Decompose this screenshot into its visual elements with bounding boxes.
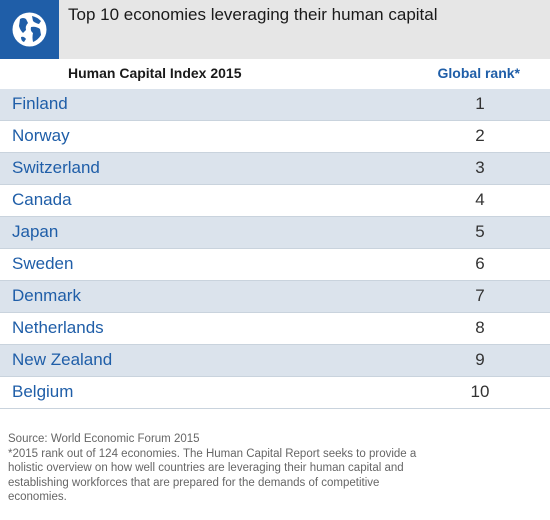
ranking-table: Finland 1 Norway 2 Switzerland 3 Canada 4 Japan 5…: [0, 89, 550, 409]
table-row: Finland 1: [0, 89, 550, 121]
footer-notes: Source: World Economic Forum 2015 *2015 …: [8, 432, 428, 505]
country-name: Netherlands: [12, 318, 104, 337]
column-header: Human Capital Index 2015 Global rank*: [0, 59, 550, 90]
rank-value: 5: [475, 222, 485, 241]
table-row: Belgium 10: [0, 377, 550, 409]
country-name: Canada: [12, 190, 72, 209]
country-name: Sweden: [12, 254, 74, 273]
table-row: Switzerland 3: [0, 153, 550, 185]
table-row: Japan 5: [0, 217, 550, 249]
country-name: Norway: [12, 126, 70, 145]
table-row: Netherlands 8: [0, 313, 550, 345]
rank-value: 9: [475, 350, 485, 369]
rank-value: 2: [475, 126, 485, 145]
chart-title: Top 10 economies leveraging their human …: [68, 5, 438, 24]
rank-value: 7: [475, 286, 485, 305]
country-name: Japan: [12, 222, 59, 241]
country-name: Denmark: [12, 286, 81, 305]
table-row: New Zealand 9: [0, 345, 550, 377]
footnote: *2015 rank out of 124 economies. The Hum…: [8, 447, 417, 504]
rank-value: 1: [475, 94, 485, 113]
rank-value: 10: [470, 382, 490, 401]
country-name: Belgium: [12, 382, 74, 401]
table-row: Sweden 6: [0, 249, 550, 281]
country-name: Finland: [12, 94, 68, 113]
globe-icon: [12, 12, 47, 47]
column-header-rank: Global rank*: [437, 65, 520, 81]
rank-value: 8: [475, 318, 485, 337]
country-name: New Zealand: [12, 350, 113, 369]
logo: [0, 0, 59, 59]
table-row: Canada 4: [0, 185, 550, 217]
rank-value: 4: [475, 190, 485, 209]
table-row: Norway 2: [0, 121, 550, 153]
column-header-index: Human Capital Index 2015: [68, 65, 242, 81]
chart-header: Top 10 economies leveraging their human …: [0, 0, 550, 59]
source-note: Source: World Economic Forum 2015: [8, 433, 200, 445]
rank-value: 3: [475, 158, 485, 177]
table-row: Denmark 7: [0, 281, 550, 313]
country-name: Switzerland: [12, 158, 100, 177]
rank-value: 6: [475, 254, 485, 273]
